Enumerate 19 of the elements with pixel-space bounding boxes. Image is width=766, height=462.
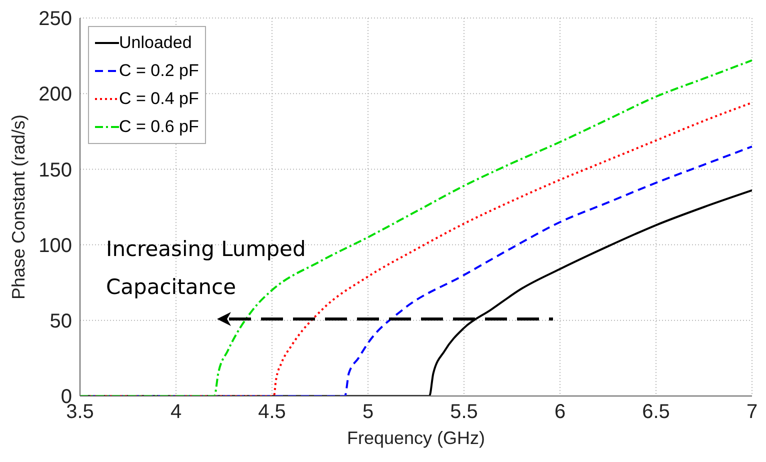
legend-label: C = 0.4 pF	[119, 89, 199, 109]
y-tick-label: 100	[38, 234, 72, 257]
x-tick-label: 4.5	[258, 401, 286, 424]
y-axis-title: Phase Constant (rad/s)	[8, 114, 28, 300]
x-tick-label: 7	[746, 401, 758, 424]
y-tick-label: 50	[50, 310, 72, 332]
x-tick-label: 6.5	[642, 401, 670, 424]
legend-label: Unloaded	[119, 33, 192, 53]
x-axis-title: Frequency (GHz)	[346, 428, 486, 448]
legend-label: C = 0.2 pF	[119, 61, 199, 81]
x-tick-label: 4	[170, 401, 182, 424]
x-tick-label: 6	[554, 401, 566, 424]
x-tick-label: 5.5	[450, 401, 478, 424]
y-tick-label: 150	[38, 159, 72, 182]
x-tick-label: 5	[362, 401, 374, 424]
y-tick-label: 250	[38, 8, 72, 30]
legend-label: C = 0.6 pF	[119, 117, 199, 137]
annotation: Increasing Lumped Capacitance	[106, 236, 307, 301]
y-tick-label: 200	[38, 84, 72, 106]
